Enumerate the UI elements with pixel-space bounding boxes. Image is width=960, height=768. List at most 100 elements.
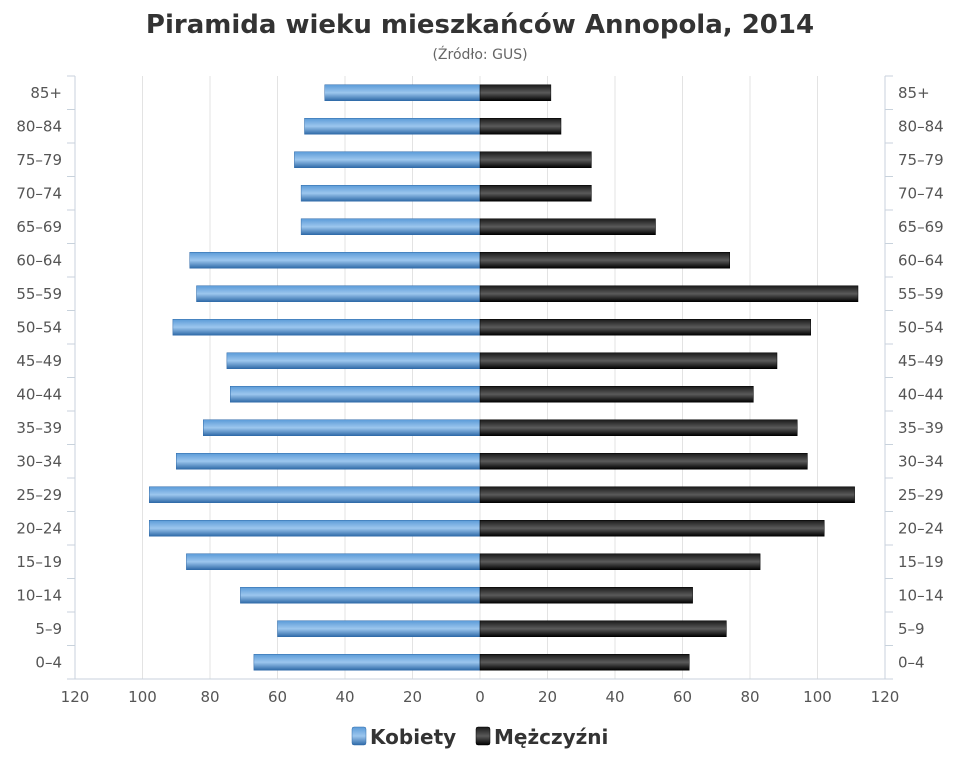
category-labels-left: 85+ 80–84 75–79 70–74 65–69 60–64 55–59 50–54 45… <box>16 84 62 672</box>
bar-mezczyzni[interactable] <box>479 218 656 235</box>
category-label-left: 25–29 <box>16 486 62 504</box>
bar-kobiety[interactable] <box>149 486 481 503</box>
category-label-right: 55–59 <box>898 285 944 303</box>
x-tick-label: 80 <box>740 688 759 706</box>
chart-subtitle: (Źródło: GUS) <box>432 45 527 63</box>
bar-kobiety[interactable] <box>253 654 481 671</box>
legend[interactable]: Kobiety Mężczyźni <box>351 725 608 749</box>
category-label-right: 50–54 <box>898 318 944 336</box>
category-label-left: 60–64 <box>16 251 62 269</box>
grid <box>67 75 893 680</box>
category-label-left: 45–49 <box>16 352 62 370</box>
bars <box>149 84 859 671</box>
bar-mezczyzni[interactable] <box>479 352 778 369</box>
chart-title: Piramida wieku mieszkańców Annopola, 201… <box>146 10 814 40</box>
bar-kobiety[interactable] <box>189 252 481 269</box>
category-label-left: 50–54 <box>16 318 62 336</box>
category-label-left: 55–59 <box>16 285 62 303</box>
category-label-right: 85+ <box>898 84 930 102</box>
category-label-left: 20–24 <box>16 519 62 537</box>
bar-mezczyzni[interactable] <box>479 587 693 604</box>
category-label-right: 20–24 <box>898 519 944 537</box>
category-label-left: 75–79 <box>16 151 62 169</box>
bar-mezczyzni[interactable] <box>479 285 859 302</box>
bar-kobiety[interactable] <box>324 84 481 101</box>
bar-mezczyzni[interactable] <box>479 453 808 470</box>
bar-kobiety[interactable] <box>304 118 481 135</box>
bar-mezczyzni[interactable] <box>479 620 727 637</box>
x-tick-label: 60 <box>673 688 692 706</box>
category-label-left: 35–39 <box>16 419 62 437</box>
legend-item-kobiety[interactable]: Kobiety <box>351 725 456 749</box>
x-tick-label: 100 <box>803 688 832 706</box>
x-tick-label: 100 <box>128 688 157 706</box>
category-label-left: 30–34 <box>16 452 62 470</box>
legend-label: Mężczyźni <box>494 725 608 749</box>
category-label-right: 80–84 <box>898 117 944 135</box>
category-label-left: 15–19 <box>16 553 62 571</box>
x-tick-label: 40 <box>335 688 354 706</box>
category-label-right: 75–79 <box>898 151 944 169</box>
bar-mezczyzni[interactable] <box>479 520 825 537</box>
bar-kobiety[interactable] <box>186 553 481 570</box>
x-tick-label: 0 <box>475 688 485 706</box>
x-tick-label: 60 <box>268 688 287 706</box>
category-label-right: 10–14 <box>898 586 944 604</box>
bar-mezczyzni[interactable] <box>479 252 730 269</box>
bar-kobiety[interactable] <box>300 218 481 235</box>
category-label-right: 25–29 <box>898 486 944 504</box>
category-label-right: 15–19 <box>898 553 944 571</box>
category-label-left: 10–14 <box>16 586 62 604</box>
x-tick-label: 20 <box>403 688 422 706</box>
bar-kobiety[interactable] <box>149 520 481 537</box>
bar-mezczyzni[interactable] <box>479 386 754 403</box>
bar-kobiety[interactable] <box>196 285 481 302</box>
bar-mezczyzni[interactable] <box>479 486 855 503</box>
bar-mezczyzni[interactable] <box>479 84 552 101</box>
x-tick-label: 120 <box>61 688 90 706</box>
legend-label: Kobiety <box>370 725 456 749</box>
category-label-right: 60–64 <box>898 251 944 269</box>
legend-swatch <box>475 726 491 746</box>
x-axis-ticks: 120 100 80 60 40 20 0 20 40 60 80 100 120 <box>61 688 900 706</box>
x-tick-label: 80 <box>200 688 219 706</box>
bar-mezczyzni[interactable] <box>479 654 690 671</box>
category-label-right: 5–9 <box>898 620 925 638</box>
bar-kobiety[interactable] <box>226 352 481 369</box>
bar-mezczyzni[interactable] <box>479 319 811 336</box>
category-label-left: 80–84 <box>16 117 62 135</box>
bar-kobiety[interactable] <box>203 419 481 436</box>
legend-swatch <box>351 726 367 746</box>
category-label-right: 30–34 <box>898 452 944 470</box>
bar-kobiety[interactable] <box>300 185 481 202</box>
bar-mezczyzni[interactable] <box>479 151 592 168</box>
category-label-left: 0–4 <box>35 653 62 671</box>
category-label-left: 5–9 <box>35 620 62 638</box>
bar-kobiety[interactable] <box>277 620 481 637</box>
bar-kobiety[interactable] <box>172 319 481 336</box>
category-labels-right: 85+ 80–84 75–79 70–74 65–69 60–64 55–59 50–54 45… <box>898 84 944 672</box>
legend-item-mezczyzni[interactable]: Mężczyźni <box>475 725 608 749</box>
bar-mezczyzni[interactable] <box>479 553 761 570</box>
category-label-left: 40–44 <box>16 385 62 403</box>
category-label-right: 40–44 <box>898 385 944 403</box>
bar-mezczyzni[interactable] <box>479 118 562 135</box>
bar-kobiety[interactable] <box>294 151 481 168</box>
category-label-left: 65–69 <box>16 218 62 236</box>
bar-kobiety[interactable] <box>176 453 481 470</box>
x-tick-label: 120 <box>871 688 900 706</box>
bar-mezczyzni[interactable] <box>479 185 592 202</box>
bar-mezczyzni[interactable] <box>479 419 798 436</box>
category-label-right: 0–4 <box>898 653 925 671</box>
bar-kobiety[interactable] <box>230 386 481 403</box>
category-label-right: 45–49 <box>898 352 944 370</box>
category-label-left: 70–74 <box>16 184 62 202</box>
x-tick-label: 40 <box>605 688 624 706</box>
category-label-right: 35–39 <box>898 419 944 437</box>
category-label-right: 65–69 <box>898 218 944 236</box>
category-label-left: 85+ <box>30 84 62 102</box>
category-label-right: 70–74 <box>898 184 944 202</box>
bar-kobiety[interactable] <box>240 587 481 604</box>
x-tick-label: 20 <box>538 688 557 706</box>
